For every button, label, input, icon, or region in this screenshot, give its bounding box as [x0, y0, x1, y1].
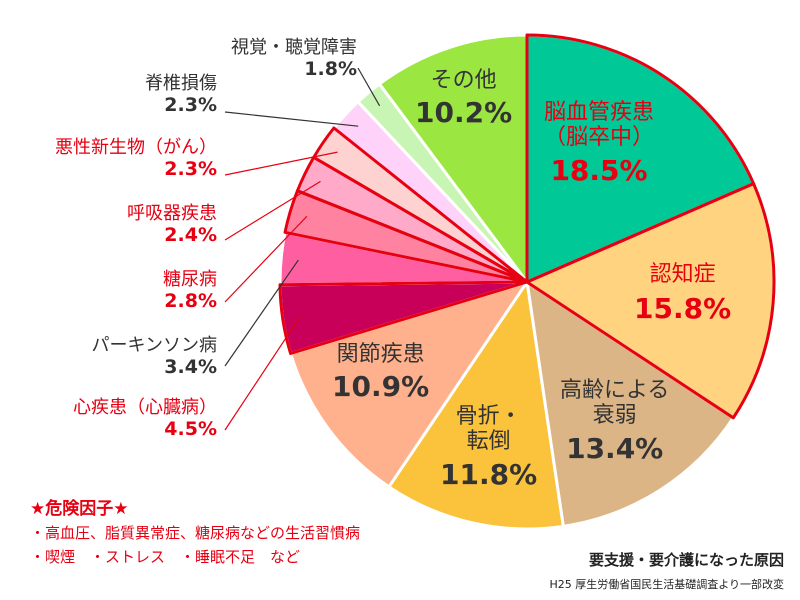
- risk-factors: ★危険因子★ ・高血圧、脂質異常症、糖尿病などの生活習慣病 ・喫煙 ・ストレス …: [30, 494, 360, 567]
- leader-line: [224, 316, 301, 431]
- risk-factor-item: ・喫煙 ・ストレス ・睡眠不足 など: [30, 548, 301, 566]
- pie-slice: [525, 278, 736, 529]
- leader-line: [357, 67, 381, 107]
- pie-slice: [386, 277, 566, 531]
- label-dementia: 認知症 15.8%: [634, 262, 732, 326]
- chart-caption: 要支援・要介護になった原因 H25 厚生労働省国民生活基礎調査より一部改変: [549, 549, 784, 592]
- pie-slice: [288, 279, 531, 489]
- label-joint: 関節疾患 10.9%: [332, 342, 430, 404]
- label-cancer: 悪性新生物（がん） 2.3%: [55, 137, 217, 180]
- label-diabetes: 糖尿病 2.8%: [163, 269, 217, 312]
- label-vision-hearing: 視覚・聴覚障害 1.8%: [231, 37, 357, 80]
- label-parkinson: パーキンソン病 3.4%: [91, 335, 217, 378]
- label-heart-disease: 心疾患（心臓病） 4.5%: [73, 397, 217, 440]
- label-respiratory: 呼吸器疾患 2.4%: [127, 203, 217, 246]
- risk-factor-item: ・高血圧、脂質異常症、糖尿病などの生活習慣病: [30, 524, 361, 542]
- leader-line: [224, 215, 308, 303]
- caption-source: H25 厚生労働省国民生活基礎調査より一部改変: [549, 578, 784, 591]
- leader-line: [224, 111, 359, 127]
- label-other: その他 10.2%: [415, 68, 513, 130]
- leader-line: [224, 180, 321, 241]
- risk-slice-outline: [278, 280, 529, 355]
- label-fracture: 骨折・ 転倒 11.8%: [440, 404, 538, 491]
- leader-line: [224, 151, 338, 176]
- risk-slice-outline: [525, 182, 776, 420]
- label-cerebrovascular: 脳血管疾患 （脳卒中） 18.5%: [544, 100, 655, 187]
- risk-slice-outline: [525, 33, 756, 284]
- leader-line: [224, 259, 299, 367]
- label-frailty: 高齢による 衰弱 13.4%: [560, 378, 670, 465]
- label-spinal: 脊椎損傷 2.3%: [145, 73, 217, 116]
- caption-title: 要支援・要介護になった原因: [588, 551, 784, 569]
- risk-factors-title: ★危険因子★: [30, 499, 129, 519]
- pie-slice: [377, 33, 529, 287]
